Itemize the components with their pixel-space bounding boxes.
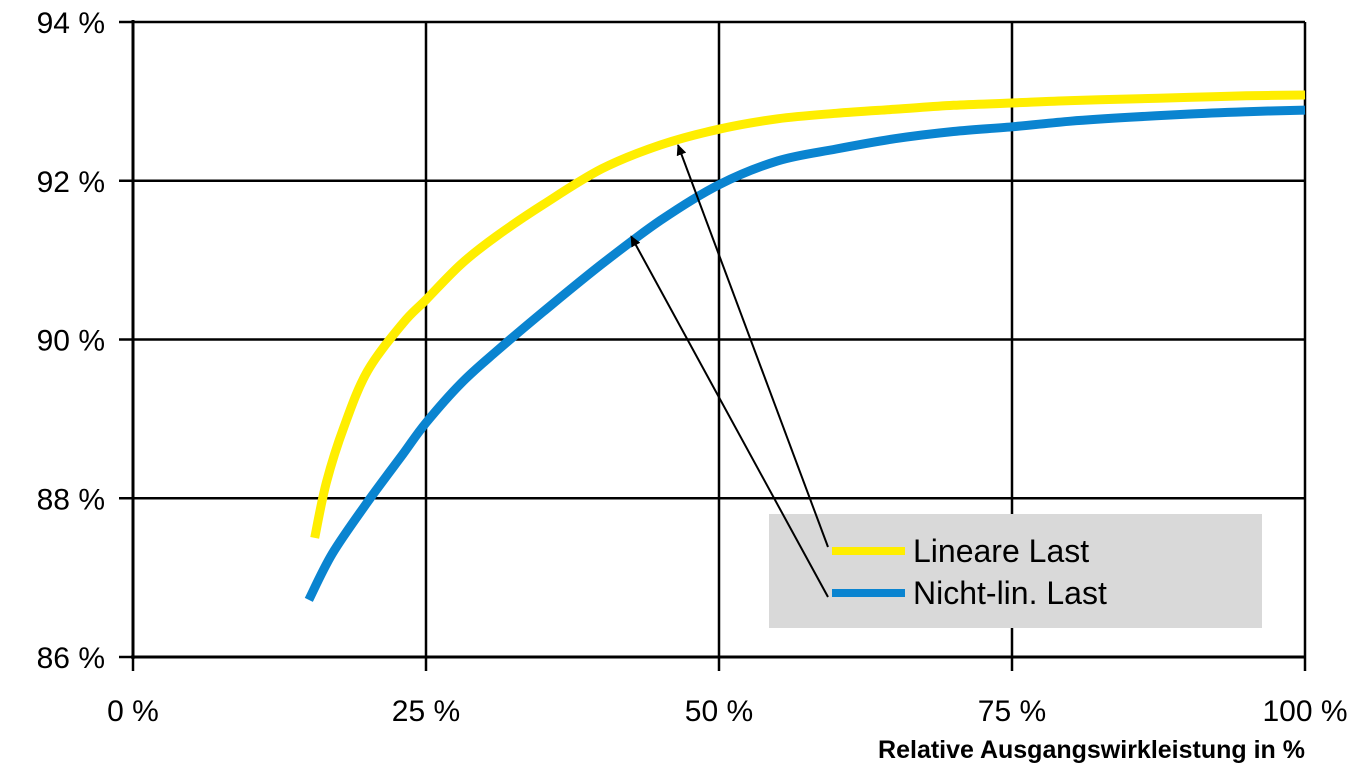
annotation-arrow-0 <box>676 144 829 548</box>
legend-entries: Lineare Last Nicht-lin. Last <box>832 533 1107 611</box>
y-tick-label: 92 % <box>37 166 105 199</box>
x-tick-label: 50 % <box>685 695 753 728</box>
x-axis-label: Relative Ausgangswirkleistung in % <box>878 736 1305 764</box>
legend-label-1: Nicht-lin. Last <box>913 575 1107 611</box>
y-tick-label: 88 % <box>37 483 105 516</box>
series-line-1 <box>304 105 1306 602</box>
grid <box>133 20 1307 659</box>
y-tick-label: 86 % <box>37 642 105 675</box>
x-tick-label: 75 % <box>978 695 1046 728</box>
axes <box>119 20 1307 671</box>
series-layer <box>304 90 1306 602</box>
legend <box>769 514 1262 628</box>
series-line-0 <box>310 90 1306 539</box>
x-tick-label: 100 % <box>1262 695 1347 728</box>
y-tick-label: 90 % <box>37 325 105 358</box>
legend-label-0: Lineare Last <box>913 533 1089 569</box>
annotation-arrow-1 <box>630 235 829 598</box>
x-tick-label: 0 % <box>107 695 159 728</box>
x-tick-label: 25 % <box>392 695 460 728</box>
legend-box <box>769 514 1262 628</box>
tick-labels: 86 % 88 % 90 % 92 % 94 % 0 % 25 % 50 % 75 % 100 % <box>37 7 1348 728</box>
y-tick-label: 94 % <box>37 7 105 40</box>
annotation-arrows <box>630 144 829 598</box>
